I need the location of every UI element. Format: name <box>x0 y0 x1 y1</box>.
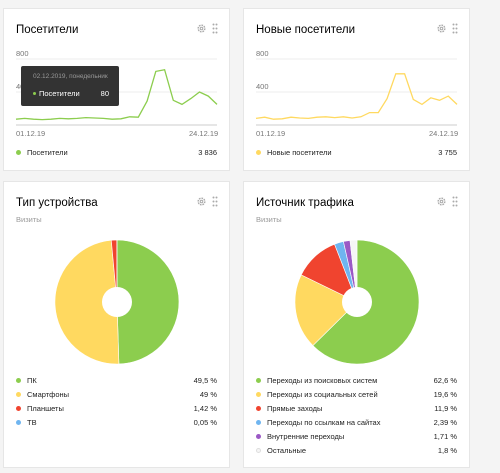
gear-icon[interactable] <box>436 23 447 34</box>
legend-label: Прямые заходы <box>267 403 323 413</box>
legend-label: Переходы из поисковых систем <box>267 375 378 385</box>
new-visitors-line-chart[interactable]: 800 400 01.12.19 24.12.19 <box>244 9 471 149</box>
device-type-pie-chart[interactable] <box>4 182 231 372</box>
legend-value: 1,42 % <box>193 403 217 413</box>
legend-row[interactable]: Остальные 1,8 % <box>256 444 457 456</box>
legend-dot <box>256 433 261 439</box>
legend-dot <box>256 377 261 383</box>
x-tick-label: 24.12.19 <box>189 129 218 138</box>
drag-handle-icon[interactable] <box>212 196 218 207</box>
legend-value: 49,5 % <box>193 375 217 385</box>
tooltip-value: 80 <box>100 89 109 98</box>
gear-icon[interactable] <box>196 23 207 34</box>
legend-row[interactable]: Переходы из поисковых систем 62,6 % <box>256 374 457 386</box>
drag-handle-icon[interactable] <box>452 196 458 207</box>
legend-dot <box>256 419 261 425</box>
pie-slice[interactable] <box>116 239 180 365</box>
legend-label: Внутренние переходы <box>267 431 345 441</box>
legend-label: Посетители <box>27 147 68 157</box>
legend-row[interactable]: Переходы из социальных сетей 19,6 % <box>256 388 457 400</box>
legend-value: 49 % <box>199 389 217 399</box>
legend-label: Новые посетители <box>267 147 332 157</box>
legend-label: Остальные <box>267 445 307 455</box>
legend-row[interactable]: Переходы по ссылкам на сайтах 2,39 % <box>256 416 457 428</box>
widget-title: Тип устройства <box>16 197 98 209</box>
series-line <box>15 68 218 121</box>
legend-dot <box>16 377 21 383</box>
legend-label: ТВ <box>27 417 37 427</box>
legend-dot <box>16 405 21 411</box>
widget-tools <box>196 196 218 207</box>
legend-row[interactable]: ТВ 0,05 % <box>16 416 217 428</box>
legend-row[interactable]: ПК 49,5 % <box>16 374 217 386</box>
tooltip-series-label: Посетители <box>39 89 80 98</box>
y-tick-label: 400 <box>256 82 269 91</box>
x-tick-label: 24.12.19 <box>429 129 458 138</box>
legend-label: Планшеты <box>27 403 64 413</box>
legend-dot <box>256 405 261 411</box>
x-tick-label: 01.12.19 <box>16 129 45 138</box>
drag-handle-icon[interactable] <box>212 23 218 34</box>
widget-tools <box>436 23 458 34</box>
legend-value: 11,9 % <box>434 403 457 413</box>
legend-dot <box>256 149 261 155</box>
widget-subtitle: Визиты <box>256 215 282 224</box>
legend-label: Смартфоны <box>27 389 70 399</box>
widget-tools <box>196 23 218 34</box>
legend-row[interactable]: Планшеты 1,42 % <box>16 402 217 414</box>
x-tick-label: 01.12.19 <box>256 129 285 138</box>
legend-value: 3 836 <box>198 147 217 157</box>
legend-value: 0,05 % <box>193 417 217 427</box>
legend-value: 3 755 <box>438 147 457 157</box>
legend-value: 19,6 % <box>433 389 457 399</box>
gear-icon[interactable] <box>436 196 447 207</box>
y-tick-label: 800 <box>16 49 29 58</box>
device-type-widget: Тип устройства Визиты ПК 49,5 % Смартфон… <box>3 181 230 468</box>
pie-slice[interactable] <box>54 239 120 365</box>
series-line <box>255 73 458 120</box>
widget-title: Посетители <box>16 24 79 36</box>
traffic-source-pie-chart[interactable] <box>244 182 471 372</box>
legend-dot <box>256 447 261 453</box>
legend-label: Переходы из социальных сетей <box>267 389 378 399</box>
legend-value: 1,8 % <box>437 445 457 455</box>
new-visitors-widget: Новые посетители 800 400 01.12.19 24.12.19 … <box>243 8 470 171</box>
tooltip-date: 02.12.2019, понедельник <box>33 73 108 80</box>
legend-dot <box>256 391 261 397</box>
widget-title: Источник трафика <box>256 197 354 209</box>
legend-row[interactable]: Прямые заходы 11,9 % <box>256 402 457 414</box>
legend-dot <box>16 419 21 425</box>
legend-label: ПК <box>27 375 37 385</box>
pie-slice[interactable] <box>349 239 358 303</box>
widget-subtitle: Визиты <box>16 215 42 224</box>
pie-slice[interactable] <box>294 274 358 346</box>
legend-value: 62,6 % <box>433 375 457 385</box>
traffic-source-widget: Источник трафика Визиты Переходы из поис… <box>243 181 470 468</box>
y-tick-label: 800 <box>256 49 269 58</box>
legend-row[interactable]: Внутренние переходы 1,71 % <box>256 430 457 442</box>
tooltip-series-dot <box>33 92 36 95</box>
widget-title: Новые посетители <box>256 24 356 36</box>
drag-handle-icon[interactable] <box>452 23 458 34</box>
legend-row[interactable]: Смартфоны 49 % <box>16 388 217 400</box>
widget-tools <box>436 196 458 207</box>
legend-row[interactable]: Посетители 3 836 <box>16 146 217 158</box>
pie-center-hole <box>342 287 372 317</box>
legend-value: 1,71 % <box>433 431 457 441</box>
chart-tooltip: 02.12.2019, понедельник Посетители 80 <box>21 66 119 106</box>
legend-row[interactable]: Новые посетители 3 755 <box>256 146 457 158</box>
legend-dot <box>16 391 21 397</box>
legend-dot <box>16 149 21 155</box>
pie-center-hole <box>102 287 132 317</box>
gear-icon[interactable] <box>196 196 207 207</box>
legend-label: Переходы по ссылкам на сайтах <box>267 417 381 427</box>
legend-value: 2,39 % <box>433 417 457 427</box>
